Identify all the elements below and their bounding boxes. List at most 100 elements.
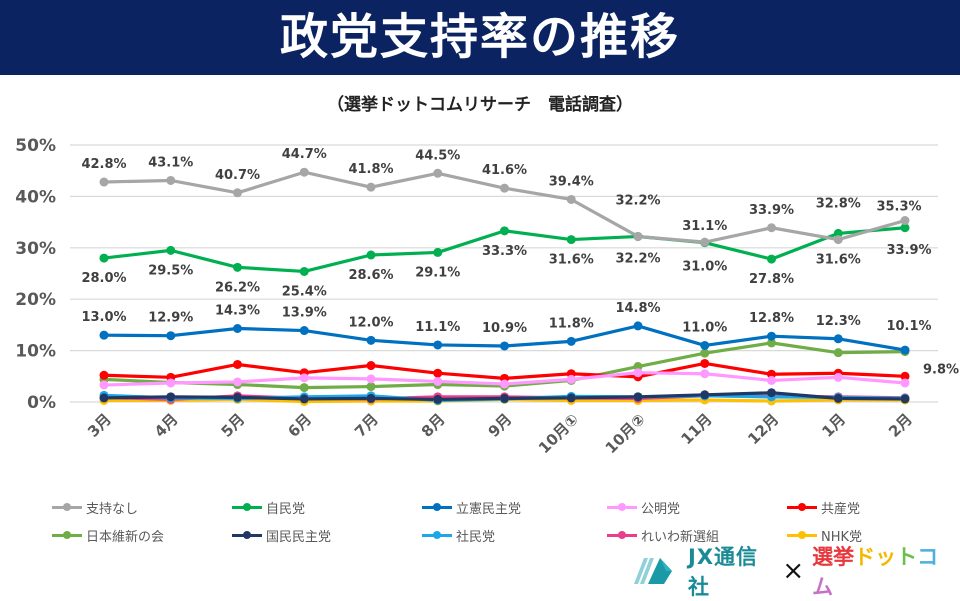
data-label: 12.8% bbox=[749, 311, 794, 326]
data-point bbox=[166, 378, 176, 388]
data-point bbox=[633, 321, 643, 331]
data-point bbox=[700, 390, 710, 400]
data-label: 9.8% bbox=[923, 363, 959, 378]
x-tick-label: 12月 bbox=[744, 410, 782, 448]
y-tick-label: 40% bbox=[15, 187, 56, 207]
data-label: 11.8% bbox=[549, 316, 594, 331]
data-label: 33.3% bbox=[482, 244, 527, 259]
legend-label: 立憲民主党 bbox=[456, 501, 522, 517]
series-points bbox=[99, 167, 910, 406]
data-label: 29.5% bbox=[148, 263, 193, 278]
data-label: 10.9% bbox=[482, 321, 527, 336]
x-tick-label: 7月 bbox=[351, 410, 382, 441]
jx-logo-text: JX通信社 bbox=[688, 545, 759, 599]
data-label: 39.4% bbox=[549, 174, 594, 189]
senkyo-dotcom-logo: 選挙ドットコム bbox=[812, 541, 950, 601]
legend-item: 日本維新の会 bbox=[52, 524, 164, 546]
data-label: 33.9% bbox=[749, 203, 794, 218]
x-tick-label: 4月 bbox=[151, 410, 182, 441]
data-labels: 42.8% 43.1% 40.7% 44.7% 41.8% 44.5% 41.6% 39.4%… bbox=[81, 147, 959, 377]
data-point bbox=[500, 226, 509, 236]
data-label: 35.3% bbox=[876, 200, 921, 215]
data-point bbox=[99, 393, 109, 403]
data-point bbox=[700, 348, 710, 358]
legend-label: 社民党 bbox=[456, 529, 496, 545]
data-point bbox=[99, 370, 109, 380]
data-label: 29.1% bbox=[415, 265, 460, 280]
data-point bbox=[366, 382, 376, 392]
data-point bbox=[299, 394, 309, 404]
legend-item: 共産党 bbox=[787, 496, 860, 518]
data-label: 13.9% bbox=[282, 306, 327, 321]
data-label: 44.5% bbox=[415, 148, 460, 163]
legend-line-marker-icon bbox=[232, 528, 262, 542]
data-point bbox=[566, 235, 576, 245]
data-point bbox=[99, 177, 109, 187]
data-label: 26.2% bbox=[215, 280, 260, 295]
y-tick-label: 10% bbox=[15, 342, 56, 362]
data-point bbox=[299, 326, 309, 336]
data-point bbox=[833, 334, 843, 344]
x-axis-ticks: 3月 4月 5月 6月 7月 8月 9月 10月① 10月② 11月 12月 1月 2月 bbox=[84, 410, 916, 457]
x-tick-label: 1月 bbox=[818, 410, 849, 441]
data-point bbox=[500, 379, 509, 389]
data-point bbox=[500, 341, 509, 351]
legend-label: 公明党 bbox=[641, 501, 681, 517]
data-point bbox=[833, 235, 843, 245]
data-point bbox=[566, 374, 576, 384]
data-point bbox=[566, 336, 576, 346]
data-point bbox=[99, 380, 109, 390]
data-point bbox=[233, 188, 242, 198]
data-point bbox=[433, 368, 443, 378]
x-tick-label: 5月 bbox=[218, 410, 249, 441]
data-label: 32.8% bbox=[816, 196, 861, 211]
data-point bbox=[700, 358, 710, 368]
data-point bbox=[233, 377, 242, 387]
data-label: 11.0% bbox=[682, 320, 727, 335]
y-tick-label: 50% bbox=[15, 136, 56, 156]
data-point bbox=[900, 378, 910, 388]
legend-label: 自民党 bbox=[266, 501, 306, 517]
data-label: 31.6% bbox=[549, 253, 594, 268]
x-tick-label: 3月 bbox=[84, 410, 115, 441]
times-symbol: × bbox=[782, 556, 805, 586]
data-point bbox=[900, 216, 910, 226]
data-label: 12.0% bbox=[348, 315, 393, 330]
data-point bbox=[433, 376, 443, 386]
data-point bbox=[233, 359, 242, 369]
data-label: 14.3% bbox=[215, 303, 260, 318]
data-point bbox=[566, 393, 576, 403]
data-label: 31.0% bbox=[682, 260, 727, 275]
logo-char: 挙 bbox=[833, 545, 855, 569]
legend-line-marker-icon bbox=[607, 528, 637, 542]
legend-line-marker-icon bbox=[607, 500, 637, 514]
data-label: 41.6% bbox=[482, 163, 527, 178]
data-point bbox=[700, 340, 710, 350]
data-label: 28.6% bbox=[348, 268, 393, 283]
data-point bbox=[166, 392, 176, 402]
data-point bbox=[633, 362, 643, 372]
logo-char: ム bbox=[812, 575, 834, 599]
data-point bbox=[99, 330, 109, 340]
data-label: 42.8% bbox=[81, 157, 126, 172]
data-point bbox=[166, 175, 176, 185]
legend-label: れいわ新選組 bbox=[641, 529, 720, 545]
legend-label: 支持なし bbox=[86, 501, 139, 517]
legend-item: れいわ新選組 bbox=[607, 524, 719, 546]
y-tick-label: 0% bbox=[27, 393, 56, 413]
data-point bbox=[433, 394, 443, 404]
data-label: 25.4% bbox=[282, 284, 327, 299]
data-point bbox=[299, 266, 309, 276]
data-point bbox=[299, 373, 309, 383]
jx-logo-icon bbox=[630, 556, 674, 586]
data-label: 13.0% bbox=[81, 310, 126, 325]
legend-item: 公明党 bbox=[607, 496, 680, 518]
data-point bbox=[900, 394, 910, 404]
legend-label: 日本維新の会 bbox=[86, 529, 165, 545]
x-tick-label: 9月 bbox=[485, 410, 516, 441]
legend-label: NHK党 bbox=[821, 529, 863, 545]
data-point bbox=[299, 167, 309, 177]
data-point bbox=[433, 247, 443, 257]
legend-item: 自民党 bbox=[232, 496, 305, 518]
data-point bbox=[500, 183, 509, 193]
